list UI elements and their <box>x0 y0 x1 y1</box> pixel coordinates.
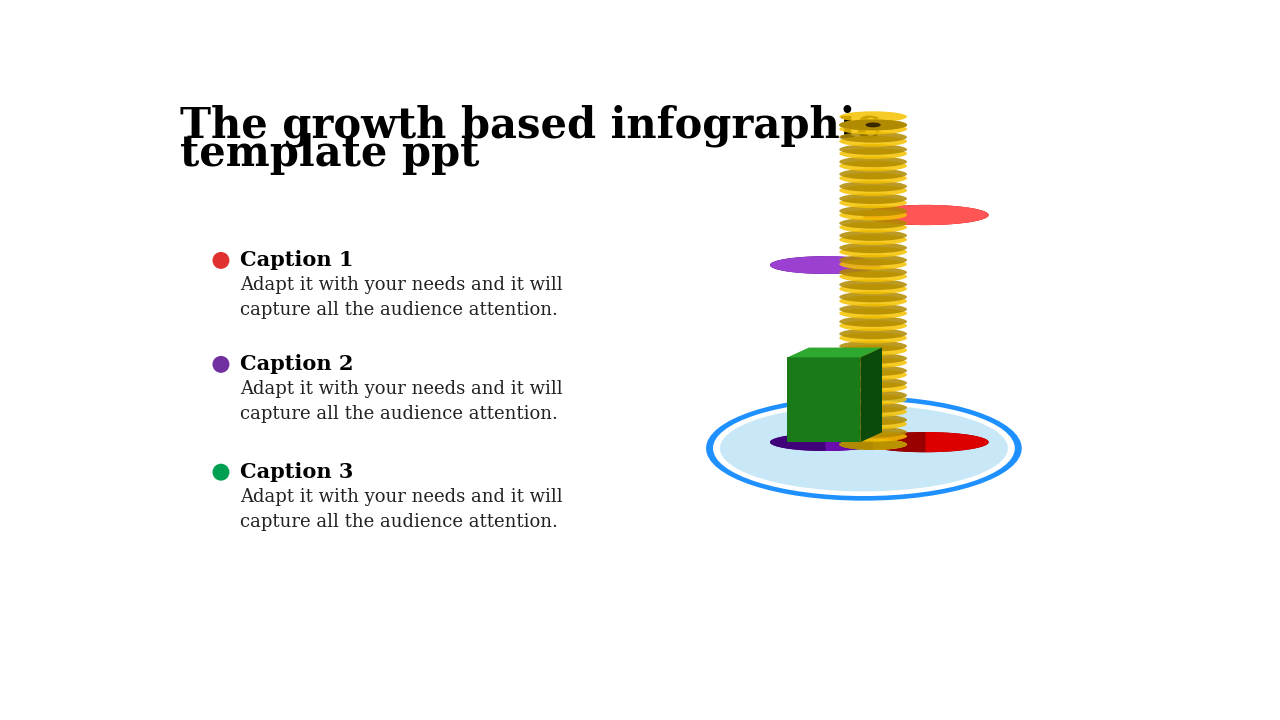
Text: Caption 2: Caption 2 <box>241 354 353 374</box>
Ellipse shape <box>840 284 908 294</box>
Ellipse shape <box>840 402 908 413</box>
Ellipse shape <box>840 132 908 143</box>
Ellipse shape <box>840 243 908 253</box>
Ellipse shape <box>840 112 908 122</box>
Polygon shape <box>840 120 873 450</box>
Polygon shape <box>860 348 882 442</box>
Polygon shape <box>771 256 826 451</box>
Text: Adapt it with your needs and it will
capture all the audience attention.: Adapt it with your needs and it will cap… <box>241 487 563 531</box>
Ellipse shape <box>840 279 908 290</box>
Ellipse shape <box>840 267 908 278</box>
Ellipse shape <box>840 418 908 429</box>
Ellipse shape <box>840 439 908 450</box>
Ellipse shape <box>840 218 908 229</box>
Ellipse shape <box>719 405 1007 492</box>
Text: template ppt: template ppt <box>180 132 480 174</box>
Ellipse shape <box>840 136 908 147</box>
Polygon shape <box>925 205 988 452</box>
Ellipse shape <box>840 193 908 204</box>
Ellipse shape <box>863 432 988 452</box>
Ellipse shape <box>840 205 908 216</box>
Ellipse shape <box>840 328 908 339</box>
Ellipse shape <box>840 230 908 241</box>
Ellipse shape <box>840 197 908 208</box>
Ellipse shape <box>840 234 908 245</box>
Ellipse shape <box>840 185 908 196</box>
Ellipse shape <box>840 258 908 269</box>
Ellipse shape <box>840 415 908 426</box>
Ellipse shape <box>840 292 908 302</box>
Text: Adapt it with your needs and it will
capture all the audience attention.: Adapt it with your needs and it will cap… <box>241 276 563 319</box>
Ellipse shape <box>771 256 881 274</box>
Ellipse shape <box>840 148 908 159</box>
Ellipse shape <box>840 255 908 266</box>
Ellipse shape <box>840 304 908 315</box>
Text: The growth based infographic: The growth based infographic <box>180 105 881 148</box>
Ellipse shape <box>865 122 881 127</box>
Ellipse shape <box>840 369 908 380</box>
Ellipse shape <box>840 333 908 343</box>
Ellipse shape <box>840 427 908 438</box>
Ellipse shape <box>840 439 908 450</box>
Ellipse shape <box>713 400 1015 496</box>
Ellipse shape <box>840 173 908 184</box>
Ellipse shape <box>840 124 908 135</box>
Ellipse shape <box>840 320 908 331</box>
Ellipse shape <box>840 210 908 220</box>
Ellipse shape <box>840 120 908 130</box>
Ellipse shape <box>840 271 908 282</box>
Ellipse shape <box>840 296 908 307</box>
Circle shape <box>212 464 229 481</box>
Polygon shape <box>873 120 908 450</box>
Polygon shape <box>787 348 882 357</box>
Ellipse shape <box>840 341 908 351</box>
Ellipse shape <box>840 156 908 167</box>
Ellipse shape <box>840 353 908 364</box>
Ellipse shape <box>840 181 908 192</box>
Ellipse shape <box>840 394 908 405</box>
Circle shape <box>212 252 229 269</box>
Circle shape <box>212 356 229 373</box>
Ellipse shape <box>840 222 908 233</box>
Ellipse shape <box>863 205 988 225</box>
Ellipse shape <box>771 433 881 451</box>
Ellipse shape <box>840 161 908 171</box>
Polygon shape <box>787 357 860 442</box>
Ellipse shape <box>840 390 908 401</box>
Ellipse shape <box>840 357 908 368</box>
Ellipse shape <box>840 120 908 130</box>
Text: Adapt it with your needs and it will
capture all the audience attention.: Adapt it with your needs and it will cap… <box>241 379 563 423</box>
Text: Caption 3: Caption 3 <box>241 462 353 482</box>
Ellipse shape <box>840 168 908 179</box>
Ellipse shape <box>840 431 908 441</box>
Ellipse shape <box>840 308 908 319</box>
Ellipse shape <box>840 316 908 327</box>
Polygon shape <box>826 256 881 451</box>
Ellipse shape <box>840 382 908 392</box>
Ellipse shape <box>840 345 908 356</box>
Ellipse shape <box>840 246 908 257</box>
Ellipse shape <box>840 406 908 417</box>
Ellipse shape <box>840 365 908 376</box>
Ellipse shape <box>707 396 1021 500</box>
Ellipse shape <box>840 144 908 155</box>
Polygon shape <box>863 205 925 452</box>
Ellipse shape <box>840 377 908 388</box>
Text: Caption 1: Caption 1 <box>241 251 353 271</box>
